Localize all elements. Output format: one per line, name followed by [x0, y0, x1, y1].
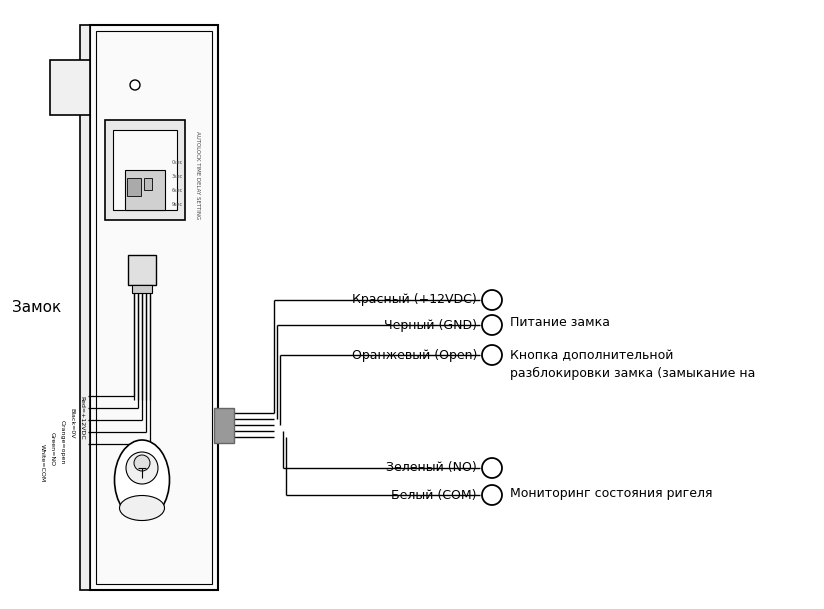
Bar	[105, 120, 185, 220]
Text: Зеленый (NO): Зеленый (NO)	[386, 462, 477, 474]
Bar	[90, 25, 218, 590]
Bar	[214, 408, 234, 443]
Circle shape	[134, 455, 150, 471]
Text: Оранжевый (Open): Оранжевый (Open)	[352, 348, 477, 362]
Text: Замок: Замок	[12, 300, 61, 314]
Circle shape	[482, 345, 502, 365]
Text: Red=+12VDC: Red=+12VDC	[79, 396, 85, 440]
Text: 6sec: 6sec	[172, 189, 183, 194]
Circle shape	[130, 80, 140, 90]
Text: White=COM: White=COM	[40, 444, 44, 482]
Ellipse shape	[115, 440, 170, 520]
Text: 9sec: 9sec	[172, 203, 183, 208]
Circle shape	[482, 458, 502, 478]
Bar	[113, 130, 177, 210]
Bar	[96, 31, 212, 584]
Text: Кнопка дополнительной
разблокировки замка (замыкание на: Кнопка дополнительной разблокировки замк…	[510, 349, 756, 380]
Bar	[127, 178, 141, 196]
Text: Black=0V: Black=0V	[69, 408, 74, 438]
Text: AUTOLOCK TIME DELAY SETTING: AUTOLOCK TIME DELAY SETTING	[195, 131, 200, 219]
Text: Красный (+12VDC): Красный (+12VDC)	[352, 294, 477, 306]
Circle shape	[482, 315, 502, 335]
Circle shape	[482, 290, 502, 310]
Ellipse shape	[126, 452, 158, 484]
Text: 3sec: 3sec	[172, 175, 183, 180]
Text: Питание замка: Питание замка	[510, 317, 610, 329]
Bar	[132, 285, 152, 293]
Text: Orange=open: Orange=open	[59, 420, 64, 465]
Ellipse shape	[119, 496, 165, 521]
Bar	[125, 170, 165, 210]
Text: 0sec: 0sec	[172, 161, 183, 166]
Circle shape	[482, 485, 502, 505]
Bar	[50, 60, 90, 115]
Bar	[144, 178, 152, 190]
Text: Черный (GND): Черный (GND)	[384, 319, 477, 331]
Text: Мониторинг состояния ригеля: Мониторинг состояния ригеля	[510, 487, 713, 499]
Text: Green=NO: Green=NO	[49, 432, 54, 466]
Bar	[128, 255, 156, 285]
Bar	[80, 25, 90, 590]
Text: Белый (COM): Белый (COM)	[391, 488, 477, 501]
